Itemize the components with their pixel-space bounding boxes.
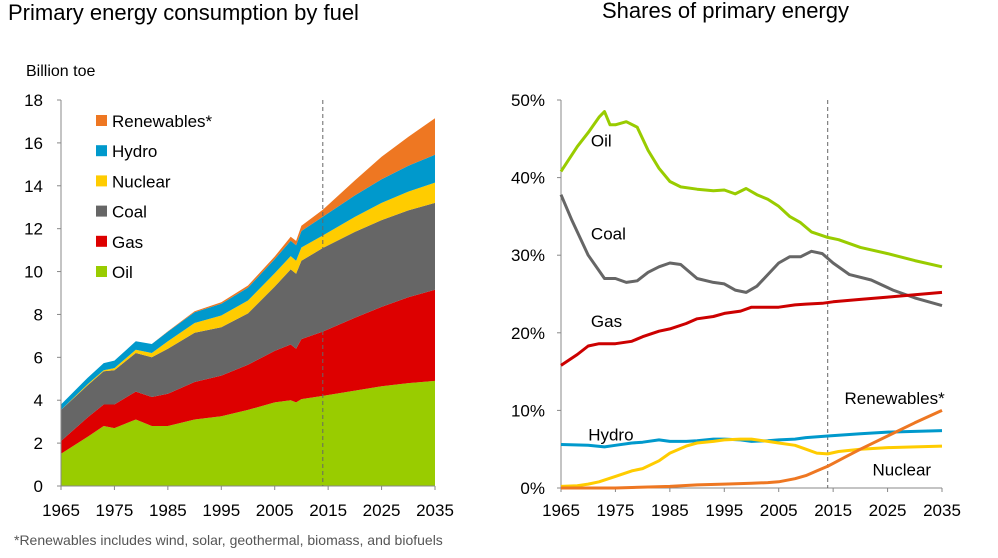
left-y-tick-label: 0 bbox=[34, 477, 43, 496]
area-gas bbox=[61, 289, 435, 454]
left-y-tick-label: 2 bbox=[34, 434, 43, 453]
series-label-oil: Oil bbox=[591, 131, 612, 150]
left-x-tick-label: 1985 bbox=[149, 501, 187, 520]
line-oil bbox=[559, 110, 943, 269]
legend-swatch-nuclear bbox=[96, 175, 107, 187]
series-label-nuclear: Nuclear bbox=[873, 461, 932, 480]
right-x-tick-label: 1985 bbox=[651, 501, 689, 520]
legend-swatch-hydro bbox=[96, 145, 107, 157]
area-hydro bbox=[61, 154, 435, 410]
left-legend: Renewables* Hydro Nuclear Coal Gas Oil bbox=[96, 112, 213, 282]
left-x-tick-label: 2005 bbox=[256, 501, 294, 520]
left-chart-title: Primary energy consumption by fuel bbox=[8, 0, 359, 25]
right-x-tick-label: 1965 bbox=[542, 501, 580, 520]
left-y-tick-label: 4 bbox=[34, 391, 43, 410]
left-y-tick-label: 18 bbox=[24, 91, 43, 110]
series-label-hydro: Hydro bbox=[588, 425, 633, 444]
area-coal bbox=[61, 202, 435, 441]
legend-label-oil: Oil bbox=[112, 263, 133, 282]
legend-swatch-oil bbox=[96, 266, 107, 277]
series-label-gas: Gas bbox=[591, 312, 622, 331]
left-y-tick-label: 12 bbox=[24, 220, 43, 239]
area-oil bbox=[61, 380, 435, 486]
left-y-axis-unit: Billion toe bbox=[26, 63, 95, 80]
right-y-tick-label: 50% bbox=[511, 91, 545, 110]
line-coal bbox=[559, 194, 943, 308]
footnote: *Renewables includes wind, solar, geothe… bbox=[14, 532, 443, 548]
legend-label-nuclear: Nuclear bbox=[112, 172, 171, 191]
legend-swatch-gas bbox=[96, 235, 107, 247]
left-x-tick-label: 2025 bbox=[363, 501, 401, 520]
left-x-tick-label: 1995 bbox=[202, 501, 240, 520]
legend-label-gas: Gas bbox=[112, 233, 143, 252]
legend-swatch-coal bbox=[96, 205, 107, 217]
area-nuclear bbox=[61, 182, 435, 410]
right-chart: 0% 10% 20% 30% 40% 50% 1965 1975 1985 1995 2005 201… bbox=[511, 91, 961, 520]
left-y-tick-label: 14 bbox=[24, 177, 43, 196]
legend-label-hydro: Hydro bbox=[112, 142, 157, 161]
left-x-tick-label: 2015 bbox=[309, 501, 347, 520]
line-nuclear bbox=[560, 437, 943, 488]
left-x-tick-label: 1965 bbox=[42, 501, 80, 520]
left-chart: 0 2 4 6 8 10 12 14 16 18 1965 1975 1985 1995 2005 2015 2… bbox=[24, 91, 454, 520]
right-y-tick-label: 20% bbox=[511, 324, 545, 343]
series-label-renewables: Renewables* bbox=[845, 389, 946, 408]
right-x-tick-label: 2035 bbox=[923, 501, 961, 520]
right-y-tick-label: 40% bbox=[511, 169, 545, 188]
left-y-tick-label: 10 bbox=[24, 263, 43, 282]
right-y-tick-label: 30% bbox=[511, 246, 545, 265]
right-x-tick-label: 2025 bbox=[869, 501, 907, 520]
left-y-tick-label: 8 bbox=[34, 305, 43, 324]
left-y-tick-label: 16 bbox=[24, 134, 43, 153]
left-x-tick-label: 1975 bbox=[96, 501, 134, 520]
series-label-coal: Coal bbox=[591, 224, 626, 243]
legend-swatch-renewables bbox=[96, 115, 107, 126]
line-renewables bbox=[561, 409, 943, 490]
left-y-tick-label: 6 bbox=[34, 348, 43, 367]
right-x-tick-label: 1975 bbox=[597, 501, 635, 520]
left-x-tick-label: 2035 bbox=[416, 501, 454, 520]
right-y-tick-label: 10% bbox=[511, 401, 545, 420]
area-renewables bbox=[61, 118, 435, 405]
right-y-tick-label: 0% bbox=[520, 479, 545, 498]
right-x-tick-label: 2005 bbox=[760, 501, 798, 520]
right-x-tick-label: 1995 bbox=[705, 501, 743, 520]
right-chart-title: Shares of primary energy bbox=[602, 0, 849, 23]
right-x-tick-label: 2015 bbox=[814, 501, 852, 520]
legend-label-coal: Coal bbox=[112, 203, 147, 222]
legend-label-renewables: Renewables* bbox=[112, 112, 213, 131]
line-gas bbox=[560, 290, 943, 367]
